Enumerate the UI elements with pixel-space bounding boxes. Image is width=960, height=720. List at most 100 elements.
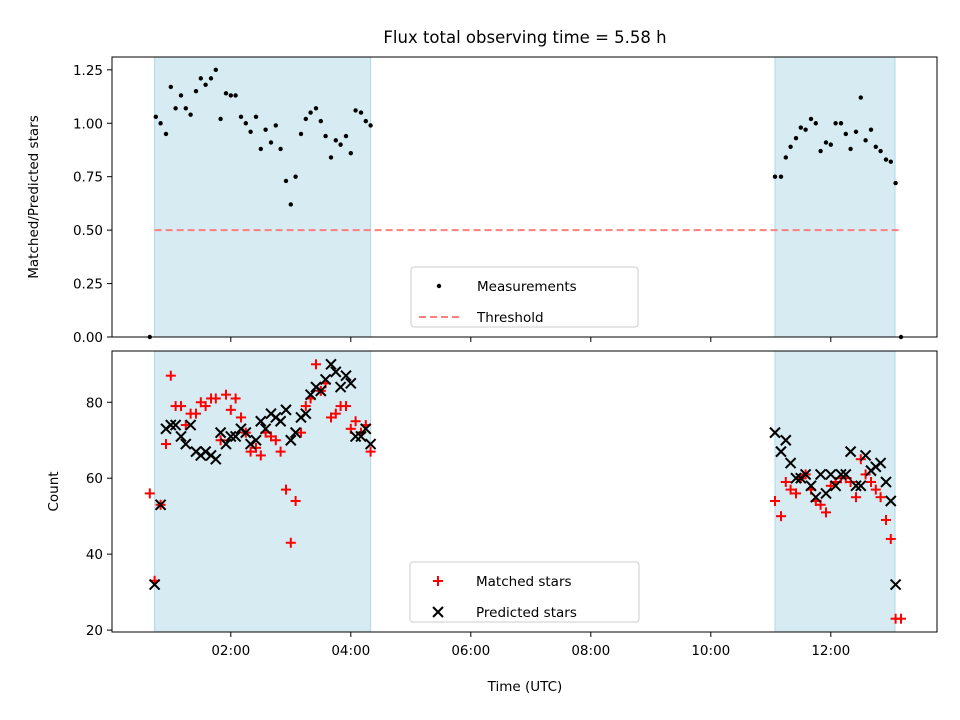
measurement-point-48 [783, 155, 788, 160]
measurement-point-23 [258, 146, 263, 152]
predicted-marker-63 [859, 449, 872, 462]
predicted-marker-49-b [790, 472, 802, 484]
measurement-point-40 [343, 133, 349, 139]
matched-marker-34 [311, 359, 321, 370]
predicted-marker-55-b [820, 487, 832, 500]
predicted-marker-8-b [184, 419, 197, 431]
predicted-marker-15-b [220, 438, 232, 450]
measurement-point-58 [833, 121, 838, 126]
matched-marker-48 [780, 477, 791, 488]
y-axis-label: Matched/Predicted stars [26, 115, 42, 278]
legend-box [409, 561, 640, 623]
measurement-point-14 [213, 67, 218, 73]
measurement-point-16 [223, 91, 229, 96]
measurement-point-42 [353, 108, 358, 113]
predicted-marker-1 [148, 578, 161, 591]
predicted-marker-27 [280, 404, 292, 416]
predicted-marker-8 [184, 419, 197, 431]
matched-marker-8 [180, 420, 191, 431]
measurement-point-4 [163, 131, 169, 137]
matched-marker-49 [785, 484, 796, 495]
measurement-point-68 [883, 157, 889, 162]
x-tick-label: 02:00 [211, 643, 250, 659]
predicted-marker-17-b [229, 430, 242, 443]
predicted-marker-7 [180, 438, 192, 450]
measurement-point-24 [263, 127, 268, 132]
predicted-marker-31-b [300, 407, 312, 420]
matched-marker-21 [245, 446, 256, 457]
measurement-point-7 [178, 93, 184, 98]
measurement-point-53 [808, 116, 814, 122]
measurement-point-35 [318, 118, 323, 124]
predicted-marker-47 [780, 434, 792, 446]
matched-marker-16 [221, 389, 231, 400]
y-tick-label: 60 [86, 471, 103, 487]
y-axis-label: Count [46, 471, 62, 511]
measurement-point-11 [198, 76, 203, 81]
measurement-point-57 [828, 142, 833, 147]
legend-entry-label: Matched stars [476, 574, 572, 590]
predicted-marker-29-b [289, 426, 302, 439]
matched-marker-68 [881, 514, 891, 525]
predicted-marker-4 [165, 419, 177, 431]
predicted-marker-38-b [334, 381, 347, 393]
measurement-point-3 [158, 121, 163, 126]
matched-marker-71 [896, 613, 906, 624]
measurement-point-69 [888, 159, 893, 164]
legend-matched-swatch [433, 576, 443, 586]
measurement-point-10 [193, 88, 199, 94]
predicted-marker-11-b [199, 445, 212, 458]
matched-marker-18 [230, 393, 241, 404]
predicted-marker-54 [814, 468, 827, 481]
predicted-marker-48-b [784, 457, 797, 469]
measurement-point-51 [798, 125, 803, 130]
measurement-point-59 [838, 121, 844, 126]
bottom-panel: 20 40 60 80 02:00 04:00 06:00 08:00 10:00 12:00 Co… [46, 350, 938, 659]
predicted-marker-62 [855, 480, 867, 492]
measurement-point-30 [293, 174, 298, 179]
measurement-point-31 [298, 131, 304, 137]
predicted-marker-38 [334, 381, 347, 393]
predicted-marker-66 [874, 457, 887, 469]
predicted-marker-23 [259, 423, 272, 435]
measurement-point-29 [288, 202, 293, 207]
predicted-marker-4-b [165, 419, 177, 431]
measurement-point-34 [313, 106, 319, 111]
measurement-point-67 [878, 148, 883, 154]
matched-marker-22 [251, 442, 261, 453]
series-measurements [147, 67, 904, 340]
predicted-marker-54-b [814, 468, 827, 481]
predicted-marker-68-b [885, 495, 897, 507]
chart-title: Flux total observing time = 5.58 h [383, 28, 666, 47]
predicted-marker-66-b [874, 457, 887, 469]
matched-marker-46 [770, 495, 780, 506]
predicted-marker-51-b [799, 468, 812, 481]
measurement-point-41 [348, 150, 353, 156]
x-tick-label: 08:00 [571, 643, 610, 659]
measurement-point-9 [188, 112, 193, 117]
predicted-marker-2 [154, 499, 167, 511]
predicted-marker-26 [274, 415, 287, 427]
legend-predicted-swatch [432, 606, 444, 618]
measurement-point-27 [278, 146, 283, 152]
observing-band-1 [154, 350, 372, 633]
top-panel: 0.00 0.25 0.50 0.75 1.00 1.25 Matched/Predicte… [26, 56, 938, 346]
predicted-marker-59 [840, 468, 852, 481]
measurement-point-45 [368, 123, 373, 128]
predicted-marker-32 [304, 388, 317, 401]
series-predicted-stars [148, 358, 902, 591]
legend-predicted-swatch-b [432, 606, 444, 618]
predicted-marker-49 [790, 472, 802, 484]
measurement-point-13 [208, 76, 214, 81]
measurement-point-36 [323, 133, 328, 139]
matched-marker-65 [866, 477, 876, 488]
matched-marker-15 [215, 435, 226, 446]
predicted-marker-47-b [780, 434, 792, 446]
measurement-point-64 [863, 138, 868, 143]
measurement-point-12 [203, 82, 208, 87]
matched-marker-4 [161, 439, 171, 450]
predicted-marker-61-b [850, 480, 862, 492]
predicted-marker-29 [289, 426, 302, 439]
predicted-marker-2-b [154, 499, 167, 511]
predicted-marker-53-b [810, 491, 822, 503]
